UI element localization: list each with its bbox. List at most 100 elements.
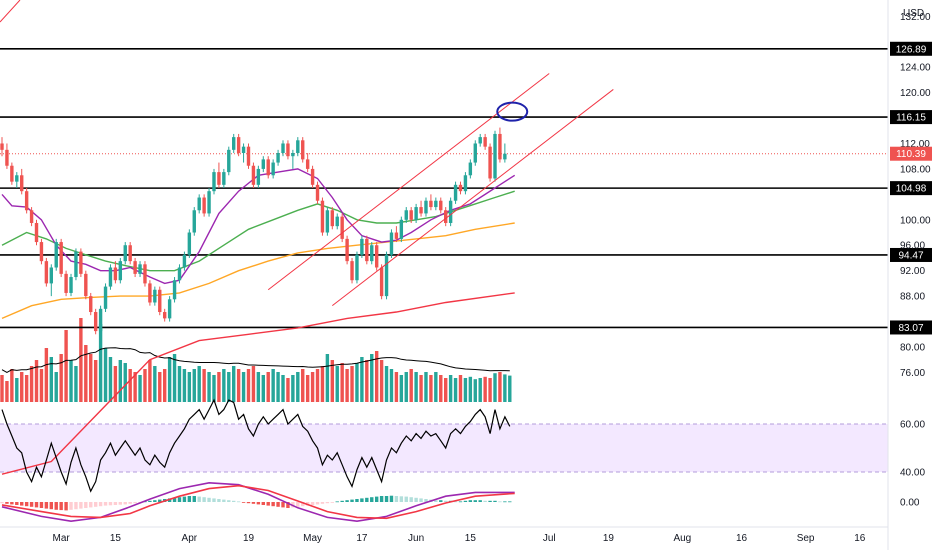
time-tick-label: 16 <box>736 533 748 544</box>
candle-body <box>84 273 88 297</box>
candle-body <box>133 261 137 274</box>
macd-hist-bar <box>15 502 19 505</box>
macd-hist-bar <box>177 497 182 502</box>
time-tick-label: Sep <box>797 533 815 544</box>
volume-bar <box>473 379 477 402</box>
macd-hist-bar <box>409 497 413 502</box>
volume-bar <box>340 363 344 402</box>
price-axis[interactable]: 126.89 116.15 104.98 94.47 83.07 60.00 40.00 0.… <box>890 12 932 509</box>
candle-body <box>103 286 108 309</box>
candle-body <box>227 149 231 173</box>
candle-body <box>399 219 404 239</box>
macd-hist-bar <box>399 496 404 502</box>
macd-hist-bar <box>251 502 256 504</box>
macd-hist-bar <box>49 502 53 510</box>
volume-bar <box>24 375 29 402</box>
macd-hist-bar <box>355 499 359 502</box>
candle-body <box>448 200 453 223</box>
macd-hist-bar <box>29 502 34 507</box>
volume-bar <box>54 372 58 402</box>
candle-body <box>222 172 226 185</box>
channel-upper-line <box>267 73 550 291</box>
macd-hist-bar <box>384 496 389 502</box>
volume-bar <box>478 378 482 402</box>
candle-body <box>256 168 261 185</box>
macd-hist-bar <box>320 502 325 504</box>
volume-bar <box>419 375 423 402</box>
time-axis[interactable]: Mar 15 Apr 19 May 17 Jun 15 Jul 19 Aug 16 Sep 16 <box>0 526 888 544</box>
macd-hist-bar <box>389 495 394 502</box>
candle-body <box>241 146 246 154</box>
volume-bar <box>424 372 428 402</box>
volume-bar <box>246 369 251 402</box>
current-price-label: 110.39 <box>896 149 926 160</box>
macd-hist-bar <box>424 499 428 502</box>
macd-hist-bar <box>271 502 275 507</box>
volume-bar <box>394 372 399 402</box>
candle-body <box>158 289 162 313</box>
macd-hist-bar <box>473 500 477 502</box>
volume-bar <box>439 375 443 402</box>
candle-body <box>355 254 359 281</box>
price-tick-label: 80.00 <box>900 343 925 354</box>
macd-hist-bar <box>79 502 83 509</box>
candle-body <box>458 184 463 192</box>
candle-body <box>394 232 399 239</box>
candle-body <box>138 264 142 274</box>
candle-body <box>177 267 182 281</box>
price-tick-label: 76.00 <box>900 368 925 379</box>
candle-body <box>162 312 167 319</box>
volume-bar <box>158 372 162 402</box>
volume-bar <box>202 369 206 402</box>
candle-body <box>246 146 251 166</box>
candle-body <box>483 137 487 147</box>
time-tick-label: 19 <box>243 533 255 544</box>
volume-bar <box>222 369 226 402</box>
candle-body <box>503 153 507 160</box>
macd-hist-bar <box>59 502 63 511</box>
volume-bar <box>241 372 246 402</box>
volume-bar <box>335 366 339 402</box>
volume-bar <box>355 363 359 402</box>
volume-bar <box>493 373 497 402</box>
candle-body <box>197 197 201 211</box>
macd-hist-bar <box>463 500 468 502</box>
channel-lower-line <box>332 89 614 307</box>
macd-hist-bar <box>340 500 344 502</box>
candle-body <box>236 137 241 154</box>
time-tick-label: 15 <box>110 533 122 544</box>
price-tick-label: 96.00 <box>900 241 925 252</box>
candle-body <box>217 172 221 185</box>
ma-purple-line <box>1 168 516 285</box>
macd-hist-bar <box>20 502 24 506</box>
offscreen-trend-line <box>0 0 21 23</box>
candle-body <box>59 242 63 274</box>
macd-hist-bar <box>227 500 231 502</box>
candle-body <box>325 210 330 233</box>
candle-body <box>463 175 468 192</box>
volume-bar <box>84 345 88 402</box>
rsi-band <box>0 423 888 473</box>
candle-body <box>453 184 458 201</box>
macd-hist-bar <box>379 496 384 502</box>
volume-bar <box>39 369 44 402</box>
volume-bar <box>345 369 349 402</box>
ma-green-line <box>1 190 515 272</box>
volume-bar <box>123 363 127 402</box>
macd-hist-bar <box>458 501 463 503</box>
volume-bar <box>15 378 19 402</box>
candle-body <box>69 277 73 293</box>
level-label: 104.98 <box>896 184 927 195</box>
macd-hist-bar <box>212 498 216 502</box>
macd-hist-bar <box>187 496 192 502</box>
macd-hist-bar <box>478 500 482 502</box>
volume-bar <box>44 348 49 402</box>
macd-hist-bar <box>256 502 261 505</box>
candle-body <box>424 200 428 214</box>
level-label: 126.89 <box>896 44 927 55</box>
macd-hist-bar <box>419 498 423 502</box>
candle-body <box>276 153 280 163</box>
volume-bar <box>197 366 201 402</box>
volume-bar <box>227 372 231 402</box>
